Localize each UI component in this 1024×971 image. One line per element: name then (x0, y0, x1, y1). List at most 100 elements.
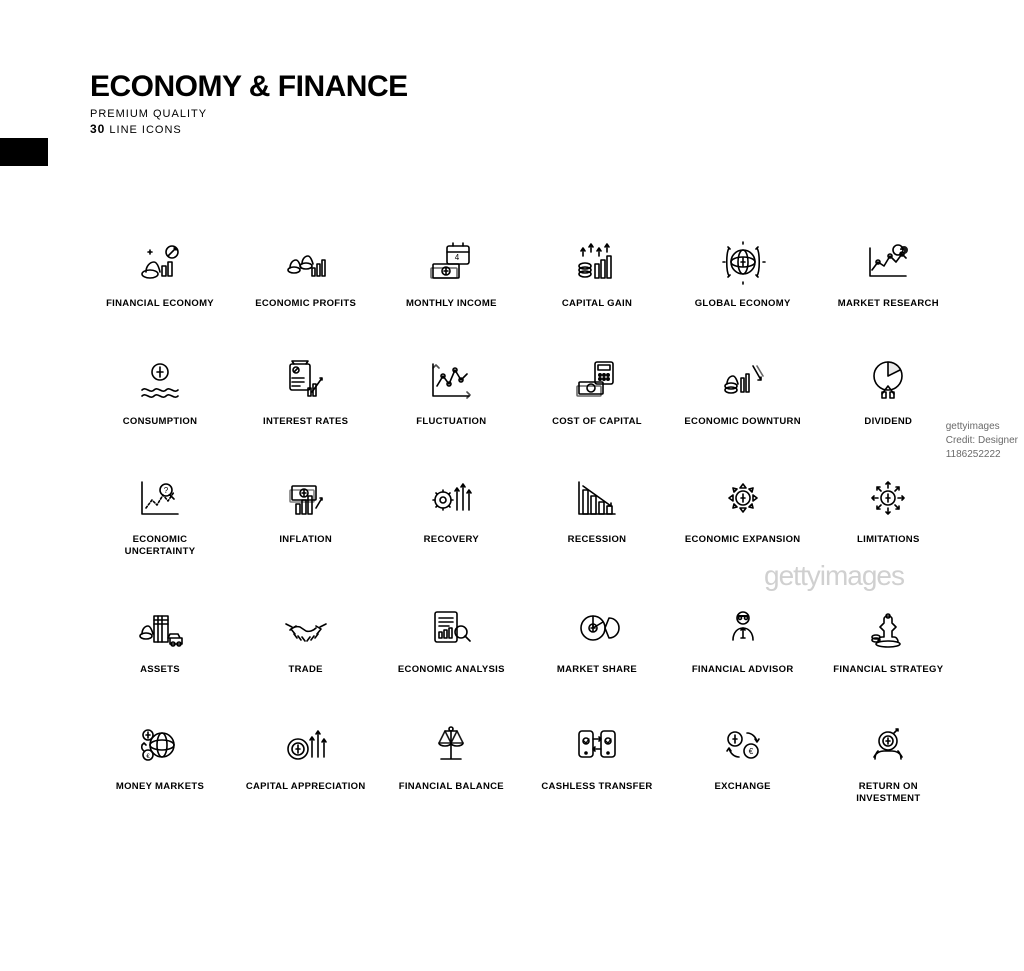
icon-label: FINANCIAL STRATEGY (833, 664, 943, 676)
icon-label: ECONOMIC UNCERTAINTY (100, 534, 220, 558)
icon-cell-dividend: DIVIDEND (818, 354, 958, 428)
icon-cell-financial-balance: FINANCIAL BALANCE (381, 719, 521, 805)
icon-label: RECESSION (568, 534, 627, 546)
exchange-icon: € (713, 719, 773, 771)
financial-strategy-icon (858, 602, 918, 654)
monthly-income-icon: 4 (421, 236, 481, 288)
fluctuation-icon (421, 354, 481, 406)
icon-cell-consumption: CONSUMPTION (90, 354, 230, 428)
icon-label: LIMITATIONS (857, 534, 920, 546)
icon-cell-economic-uncertainty: ? ECONOMIC UNCERTAINTY (90, 472, 230, 558)
inflation-icon (276, 472, 336, 524)
icon-label: ECONOMIC ANALYSIS (398, 664, 505, 676)
global-economy-icon (713, 236, 773, 288)
icon-cell-market-research: MARKET RESEARCH (818, 236, 958, 310)
icon-label: CONSUMPTION (123, 416, 198, 428)
icon-cell-cost-of-capital: COST OF CAPITAL (527, 354, 667, 428)
dividend-icon (858, 354, 918, 406)
icon-cell-market-share: MARKET SHARE (527, 602, 667, 676)
economic-profits-icon (276, 236, 336, 288)
icon-label: ECONOMIC EXPANSION (685, 534, 801, 546)
icon-label: CAPITAL APPRECIATION (246, 781, 366, 793)
icon-cell-interest-rates: INTEREST RATES (236, 354, 376, 428)
icon-cell-trade: TRADE (236, 602, 376, 676)
icon-label: FLUCTUATION (416, 416, 486, 428)
icon-label: CAPITAL GAIN (562, 298, 632, 310)
icon-cell-global-economy: GLOBAL ECONOMY (673, 236, 813, 310)
icon-label: MONTHLY INCOME (406, 298, 497, 310)
header: ECONOMY & FINANCE PREMIUM QUALITY 30 LIN… (0, 0, 1024, 136)
icon-cell-economic-analysis: ECONOMIC ANALYSIS (381, 602, 521, 676)
icon-label: MARKET RESEARCH (838, 298, 939, 310)
icon-label: CASHLESS TRANSFER (541, 781, 652, 793)
icon-label: TRADE (289, 664, 323, 676)
icon-cell-economic-profits: ECONOMIC PROFITS (236, 236, 376, 310)
icon-cell-capital-appreciation: CAPITAL APPRECIATION (236, 719, 376, 805)
return-on-investment-icon (858, 719, 918, 771)
icon-cell-assets: ASSETS (90, 602, 230, 676)
page-subtitle: PREMIUM QUALITY (90, 108, 1024, 120)
economic-analysis-icon (421, 602, 481, 654)
icon-cell-recovery: RECOVERY (381, 472, 521, 558)
icon-label: ASSETS (140, 664, 180, 676)
market-share-icon (567, 602, 627, 654)
icon-count-suffix: LINE ICONS (105, 124, 181, 136)
icon-label: ECONOMIC DOWNTURN (684, 416, 800, 428)
icon-cell-cashless-transfer: CASHLESS TRANSFER (527, 719, 667, 805)
icon-label: FINANCIAL ADVISOR (692, 664, 794, 676)
icon-label: INFLATION (279, 534, 332, 546)
capital-appreciation-icon (276, 719, 336, 771)
icon-label: GLOBAL ECONOMY (695, 298, 791, 310)
trade-icon (276, 602, 336, 654)
icon-cell-fluctuation: FLUCTUATION (381, 354, 521, 428)
financial-balance-icon (421, 719, 481, 771)
icon-cell-economic-downturn: ECONOMIC DOWNTURN (673, 354, 813, 428)
icon-grid: FINANCIAL ECONOMY ECONOMIC PROFITS 4 MONTHL… (0, 136, 1024, 805)
limitations-icon (858, 472, 918, 524)
side-accent-block (0, 138, 48, 166)
icon-label: MARKET SHARE (557, 664, 637, 676)
icon-cell-financial-strategy: FINANCIAL STRATEGY (818, 602, 958, 676)
icon-count-line: 30 LINE ICONS (90, 122, 1024, 136)
icon-cell-money-markets: € MONEY MARKETS (90, 719, 230, 805)
icon-label: COST OF CAPITAL (552, 416, 642, 428)
recession-icon (567, 472, 627, 524)
assets-icon (130, 602, 190, 654)
icon-label: EXCHANGE (715, 781, 771, 793)
icon-cell-economic-expansion: ECONOMIC EXPANSION (673, 472, 813, 558)
economic-expansion-icon (713, 472, 773, 524)
icon-cell-financial-economy: FINANCIAL ECONOMY (90, 236, 230, 310)
cashless-transfer-icon (567, 719, 627, 771)
icon-label: FINANCIAL BALANCE (399, 781, 504, 793)
consumption-icon (130, 354, 190, 406)
financial-economy-icon (130, 236, 190, 288)
cost-of-capital-icon (567, 354, 627, 406)
icon-cell-monthly-income: 4 MONTHLY INCOME (381, 236, 521, 310)
icon-count-number: 30 (90, 122, 105, 136)
page-title: ECONOMY & FINANCE (90, 70, 1024, 104)
icon-cell-exchange: € EXCHANGE (673, 719, 813, 805)
icon-label: INTEREST RATES (263, 416, 348, 428)
icon-label: MONEY MARKETS (116, 781, 204, 793)
recovery-icon (421, 472, 481, 524)
interest-rates-icon (276, 354, 336, 406)
market-research-icon (858, 236, 918, 288)
icon-label: FINANCIAL ECONOMY (106, 298, 214, 310)
icon-cell-limitations: LIMITATIONS (818, 472, 958, 558)
money-markets-icon: € (130, 719, 190, 771)
economic-downturn-icon (713, 354, 773, 406)
svg-text:€: € (748, 747, 753, 756)
icon-cell-financial-advisor: FINANCIAL ADVISOR (673, 602, 813, 676)
svg-text:4: 4 (455, 253, 460, 262)
icon-label: RECOVERY (424, 534, 479, 546)
icon-cell-return-on-investment: RETURN ON INVESTMENT (818, 719, 958, 805)
icon-label: RETURN ON INVESTMENT (828, 781, 948, 805)
economic-uncertainty-icon: ? (130, 472, 190, 524)
svg-text:?: ? (164, 486, 169, 495)
financial-advisor-icon (713, 602, 773, 654)
icon-cell-capital-gain: CAPITAL GAIN (527, 236, 667, 310)
capital-gain-icon (567, 236, 627, 288)
icon-label: ECONOMIC PROFITS (255, 298, 356, 310)
icon-label: DIVIDEND (864, 416, 912, 428)
icon-cell-recession: RECESSION (527, 472, 667, 558)
